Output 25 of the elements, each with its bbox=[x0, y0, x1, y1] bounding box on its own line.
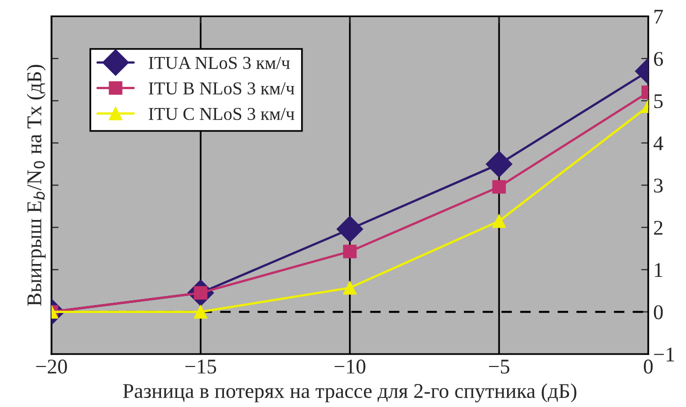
y-tick-label: 7 bbox=[654, 10, 663, 24]
x-axis-title: Разница в потерях на трассе для 2-го спутника (дБ) bbox=[123, 383, 576, 402]
x-tick-label: −20 bbox=[36, 360, 67, 374]
y-tick-label: 6 bbox=[654, 52, 663, 66]
point bbox=[492, 180, 506, 194]
x-tick-label: 0 bbox=[644, 360, 653, 374]
y-tick-label: −1 bbox=[654, 348, 674, 362]
y-tick-label: 0 bbox=[654, 305, 663, 320]
point bbox=[343, 281, 357, 295]
legend-label: ITU C NLoS 3 км/ч bbox=[148, 108, 294, 120]
x-tick-label: −10 bbox=[334, 360, 366, 374]
y-tick-label: 3 bbox=[654, 178, 663, 193]
legend-label: ITUA NLoS 3 км/ч bbox=[148, 56, 290, 69]
x-tick-label: −5 bbox=[489, 360, 510, 374]
y-axis-title: Выигрыш E$_{b}$/N$_{0}$ на Tx (дБ) bbox=[26, 64, 46, 306]
y-tick-label: 2 bbox=[654, 220, 662, 235]
point bbox=[343, 244, 357, 258]
point bbox=[492, 214, 506, 228]
point bbox=[486, 150, 512, 178]
y-tick-label: 4 bbox=[654, 136, 664, 150]
point bbox=[336, 216, 364, 242]
x-tick-label: −15 bbox=[185, 360, 216, 374]
y-tick-label: 5 bbox=[654, 94, 663, 108]
legend-label: ITU B NLoS 3 км/ч bbox=[148, 82, 294, 95]
y-tick-label: 1 bbox=[654, 263, 662, 277]
